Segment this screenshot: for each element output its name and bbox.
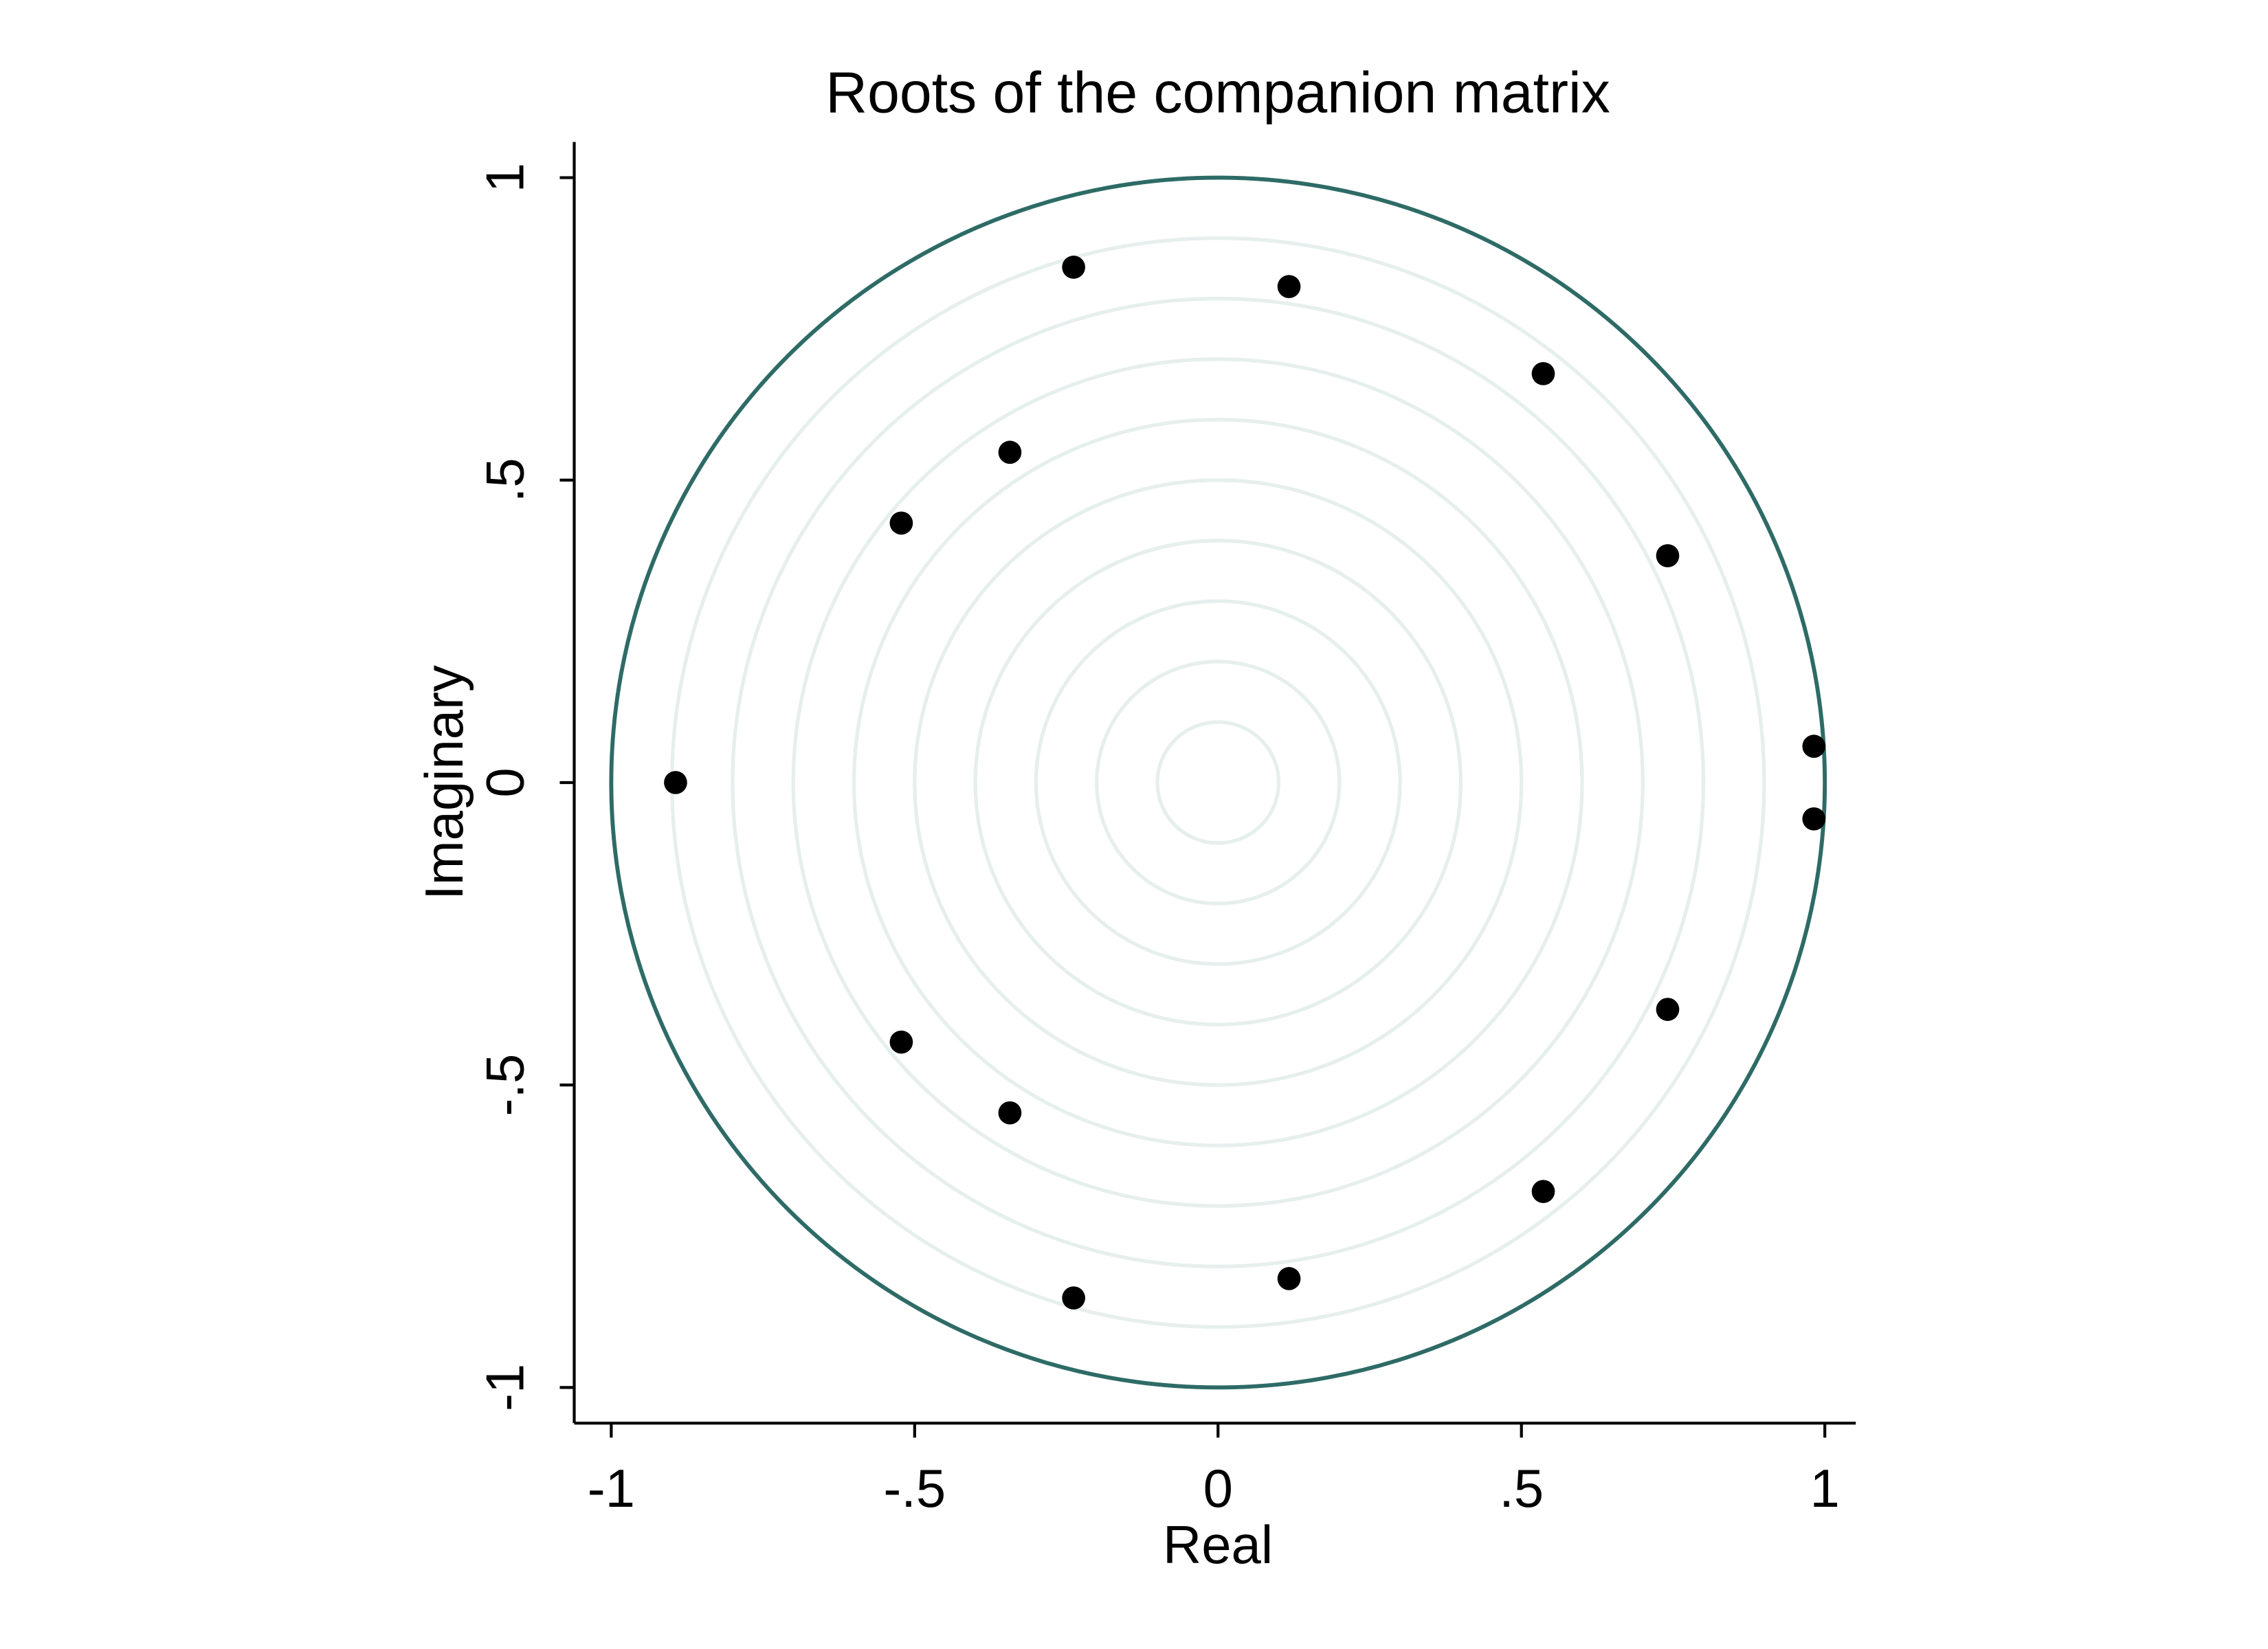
y-tick-label: -1 <box>476 1364 535 1411</box>
grid-circle <box>1155 720 1281 845</box>
point <box>1656 543 1680 568</box>
grid-circle <box>670 236 1766 1329</box>
point <box>1277 1267 1301 1290</box>
y-axis-title: Imaginary <box>415 665 474 900</box>
y-tick-label: .5 <box>476 458 535 502</box>
y-tick-label: 1 <box>476 163 535 192</box>
grid-circle <box>852 418 1584 1147</box>
grid-circle <box>913 478 1524 1087</box>
grid-circle <box>1034 599 1402 966</box>
x-tick-label: 0 <box>1203 1459 1233 1518</box>
point <box>1531 1180 1555 1203</box>
x-axis-title: Real <box>1163 1516 1273 1575</box>
x-tick-label: .5 <box>1499 1459 1544 1518</box>
point <box>998 440 1022 464</box>
grid-circle <box>1095 660 1342 906</box>
x-tick-label: -1 <box>588 1459 635 1518</box>
x-tick-label: 1 <box>1810 1459 1840 1518</box>
point <box>1531 361 1555 385</box>
grid-circle <box>973 539 1463 1027</box>
point <box>889 1030 913 1054</box>
x-tick-label: -.5 <box>883 1459 946 1518</box>
point <box>1277 275 1301 298</box>
y-tick-label: -.5 <box>476 1054 535 1117</box>
point <box>1062 256 1085 279</box>
grid-circle <box>791 357 1645 1208</box>
chart-title: Roots of the companion matrix <box>825 60 1610 125</box>
grid-circle <box>731 297 1706 1268</box>
point <box>1656 998 1680 1021</box>
point <box>1802 807 1826 831</box>
point <box>664 771 687 794</box>
point <box>1802 734 1826 758</box>
unit-circle <box>609 175 1827 1390</box>
point <box>1062 1286 1085 1310</box>
y-tick-label: 0 <box>476 767 535 797</box>
point <box>889 511 913 535</box>
point <box>998 1101 1022 1125</box>
